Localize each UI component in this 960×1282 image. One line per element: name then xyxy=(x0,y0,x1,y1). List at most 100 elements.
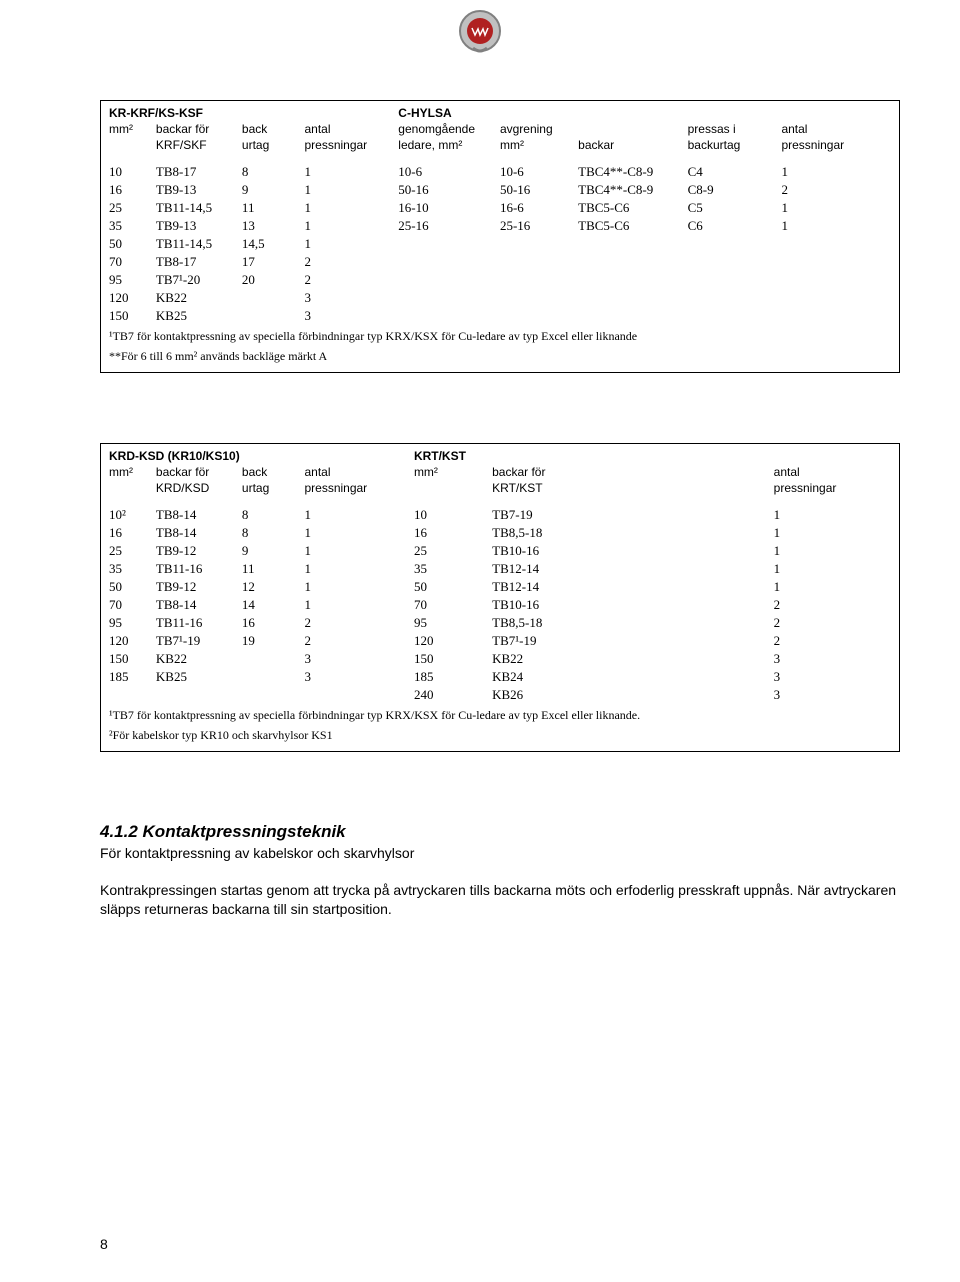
table-cell: KB22 xyxy=(156,650,242,668)
table-row: 120KB223 xyxy=(109,289,891,307)
page-number: 8 xyxy=(100,1236,108,1252)
t1-h-mm2: mm² xyxy=(109,121,156,137)
table-cell xyxy=(398,271,500,289)
table-cell xyxy=(304,686,413,704)
table-cell xyxy=(242,668,305,686)
table-cell: TB12-14 xyxy=(492,560,774,578)
table-row: 10²TB8-148110TB7-191 xyxy=(109,506,891,524)
table-cell: TB8-14 xyxy=(156,506,242,524)
table-cell xyxy=(688,307,782,325)
section-heading: 4.1.2 Kontaktpressningsteknik xyxy=(100,822,900,842)
table-cell xyxy=(688,235,782,253)
table-cell xyxy=(578,271,687,289)
table-row: 95TB7¹-20202 xyxy=(109,271,891,289)
table-cell xyxy=(578,235,687,253)
table-cell: TB7¹-20 xyxy=(156,271,242,289)
table-cell: 185 xyxy=(414,668,492,686)
t1-h-antal: antal xyxy=(304,121,398,137)
table-cell: TBC5-C6 xyxy=(578,199,687,217)
table-cell: 1 xyxy=(304,163,398,181)
table-cell: 1 xyxy=(304,199,398,217)
table-cell: 35 xyxy=(414,560,492,578)
table-row: 150KB253 xyxy=(109,307,891,325)
table-cell: TB11-14,5 xyxy=(156,199,242,217)
table-cell xyxy=(500,307,578,325)
table-cell: 17 xyxy=(242,253,305,271)
section-p2: Kontrakpressingen startas genom att tryc… xyxy=(100,881,900,919)
t1-left-title: KR-KRF/KS-KSF xyxy=(109,105,398,121)
table-cell: 20 xyxy=(242,271,305,289)
table-cell: 2 xyxy=(304,271,398,289)
t2-h-back: back xyxy=(242,464,305,480)
table-cell: 14 xyxy=(242,596,305,614)
table-cell: TB11-16 xyxy=(156,560,242,578)
table-cell: TB11-16 xyxy=(156,614,242,632)
t2-h-backarfor: backar för xyxy=(156,464,242,480)
table-cell xyxy=(500,253,578,271)
table-cell: 8 xyxy=(242,524,305,542)
table-cell: TB7¹-19 xyxy=(492,632,774,650)
table-cell: 1 xyxy=(774,560,891,578)
table-cell: KB25 xyxy=(156,307,242,325)
table-cell: 50 xyxy=(109,235,156,253)
table-cell: 10² xyxy=(109,506,156,524)
table-cell: 1 xyxy=(304,506,413,524)
table-cell: 50-16 xyxy=(398,181,500,199)
section-p1: För kontaktpressning av kabelskor och sk… xyxy=(100,844,900,863)
t2-h-press: pressningar xyxy=(304,480,413,496)
table-cell: 9 xyxy=(242,181,305,199)
table-cell: 14,5 xyxy=(242,235,305,253)
table-row: 25TB11-14,511116-1016-6TBC5-C6C51 xyxy=(109,199,891,217)
table-cell: 2 xyxy=(304,632,413,650)
table-cell: TB8-14 xyxy=(156,524,242,542)
table-cell xyxy=(398,307,500,325)
t1-h-krfskf: KRF/SKF xyxy=(156,137,242,153)
table-cell xyxy=(688,253,782,271)
t1-h-urtag: urtag xyxy=(242,137,305,153)
table-cell: 16 xyxy=(109,524,156,542)
table-cell: TB10-16 xyxy=(492,542,774,560)
t1-h-avgren: avgrening xyxy=(500,121,578,137)
table-cell: 8 xyxy=(242,506,305,524)
table-cell: TB9-13 xyxy=(156,217,242,235)
table-cell: 1 xyxy=(304,181,398,199)
table-cell xyxy=(781,235,891,253)
table-cell: 2 xyxy=(774,614,891,632)
table-cell: 3 xyxy=(774,686,891,704)
table-cell: 50 xyxy=(414,578,492,596)
table-cell: 10-6 xyxy=(398,163,500,181)
table-cell: 3 xyxy=(774,668,891,686)
table-cell: 150 xyxy=(109,307,156,325)
table-cell: 16-10 xyxy=(398,199,500,217)
t1-h-back: back xyxy=(242,121,305,137)
table-row: 70TB8-17172 xyxy=(109,253,891,271)
table-cell: C8-9 xyxy=(688,181,782,199)
table-cell: TB8,5-18 xyxy=(492,614,774,632)
table-cell xyxy=(578,307,687,325)
t1-h-backurtag: backurtag xyxy=(688,137,782,153)
t1-h-press2: pressningar xyxy=(781,137,891,153)
table-cell: KB24 xyxy=(492,668,774,686)
t1-h-genom: genomgående xyxy=(398,121,500,137)
table-cell: 50-16 xyxy=(500,181,578,199)
table-cell: 16 xyxy=(414,524,492,542)
table-cell: 150 xyxy=(109,650,156,668)
table-cell xyxy=(578,289,687,307)
table-cell: 95 xyxy=(109,271,156,289)
table-cell: 70 xyxy=(414,596,492,614)
table-cell: TB7¹-19 xyxy=(156,632,242,650)
table-cell: TB8-17 xyxy=(156,253,242,271)
table-cell xyxy=(688,271,782,289)
t1-h-backarfor: backar för xyxy=(156,121,242,137)
table-cell: 1 xyxy=(304,524,413,542)
table-cell: C6 xyxy=(688,217,782,235)
table-cell xyxy=(398,253,500,271)
t1-right-title: C-HYLSA xyxy=(398,105,891,121)
table-cell: 8 xyxy=(242,163,305,181)
table-cell: 3 xyxy=(304,289,398,307)
t1-h-antal2: antal xyxy=(781,121,891,137)
table-cell: TB8,5-18 xyxy=(492,524,774,542)
table-cell: TB8-14 xyxy=(156,596,242,614)
table-kr-krf: KR-KRF/KS-KSF C-HYLSA mm² backar för bac… xyxy=(100,100,900,373)
table-cell: 95 xyxy=(109,614,156,632)
